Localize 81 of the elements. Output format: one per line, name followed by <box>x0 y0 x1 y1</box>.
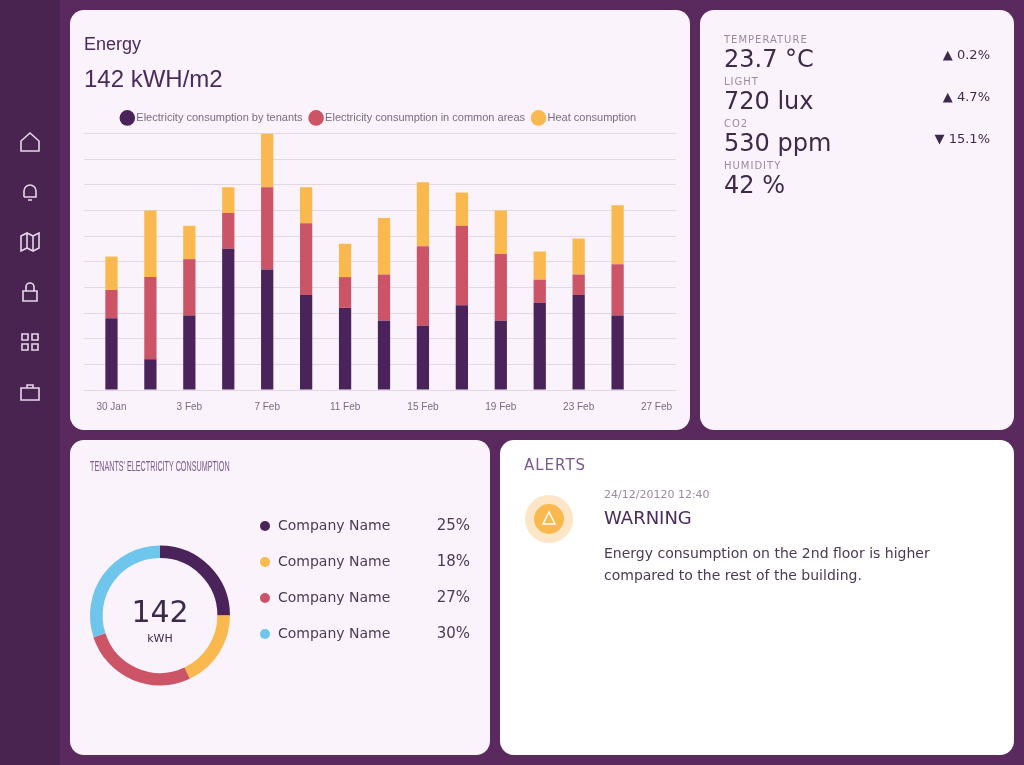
text: 530 ppm <box>724 129 832 157</box>
bar <box>377 274 391 321</box>
legend-label: Electricity consumption by tenants <box>136 110 304 123</box>
bar <box>416 246 430 326</box>
chart-subtitle: 142 kWH/m2 <box>84 64 223 92</box>
bar <box>377 320 391 390</box>
text: HUMIDITY <box>724 160 783 171</box>
text: 24/12/20120 12:40 <box>604 488 711 501</box>
bar <box>338 277 352 308</box>
bar <box>572 274 585 296</box>
bar <box>416 325 430 390</box>
bar <box>377 218 391 275</box>
bar <box>494 254 507 321</box>
x-tick-label: 27 Feb <box>640 400 673 412</box>
x-tick-label: 23 Feb <box>563 400 595 412</box>
bar <box>183 259 196 316</box>
text: ▲ 4.7% <box>942 89 990 104</box>
legend-label: Heat consumption <box>547 110 637 123</box>
bar <box>494 210 507 254</box>
chart-title: TENANTS' ELECTRICITY CONSUMPTION <box>90 457 230 474</box>
bar <box>105 318 118 390</box>
text: 42 % <box>724 171 786 199</box>
bar <box>455 305 468 390</box>
bar <box>222 212 235 249</box>
bar <box>611 264 624 316</box>
text: CO2 <box>724 118 750 129</box>
bar <box>611 205 624 265</box>
bar <box>338 243 352 278</box>
text: 142 <box>131 593 189 629</box>
legend-label: Company Name <box>278 553 391 569</box>
data-label: 18% <box>436 552 470 570</box>
text: 23.7 °C <box>724 45 814 73</box>
text: WARNING <box>604 507 693 528</box>
bar <box>338 307 352 390</box>
legend-label: Company Name <box>278 625 391 641</box>
text: LIGHT <box>724 76 760 87</box>
bar <box>416 182 430 247</box>
text: TEMPERATURE <box>724 34 809 45</box>
text: Energy consumption on the 2nd floor is higher compared to the rest of the building. <box>604 544 931 585</box>
bar <box>144 359 157 390</box>
text: ALERTS <box>524 456 588 474</box>
legend-label: Electricity consumption in common areas <box>325 110 526 123</box>
bar <box>105 256 118 290</box>
bar <box>494 320 507 390</box>
bar <box>533 302 546 390</box>
bar <box>300 223 313 296</box>
bar <box>261 133 274 188</box>
text: ▼ 15.1% <box>934 131 990 146</box>
bar <box>183 225 196 260</box>
x-tick-label: 30 Jan <box>96 400 127 412</box>
bar <box>455 192 468 226</box>
data-label: 25% <box>436 516 470 534</box>
data-label: 30% <box>436 624 470 642</box>
x-tick-label: 15 Feb <box>407 400 439 412</box>
bar <box>572 295 585 390</box>
chart-title: Energy <box>84 33 142 54</box>
bar <box>300 295 313 390</box>
data-label: 27% <box>436 588 470 606</box>
text: 720 lux <box>724 87 814 115</box>
bar <box>144 210 157 278</box>
bar <box>533 279 546 303</box>
x-tick-label: 3 Feb <box>176 400 203 412</box>
bar <box>222 248 235 390</box>
bar <box>261 187 274 270</box>
x-tick-label: 11 Feb <box>329 400 361 412</box>
legend-label: Company Name <box>278 517 391 533</box>
bar <box>300 187 313 224</box>
text: ▲ 0.2% <box>942 47 990 62</box>
bar <box>261 269 274 390</box>
text: kWH <box>147 631 173 645</box>
bar <box>455 225 468 306</box>
legend-label: Company Name <box>278 589 391 605</box>
bar <box>222 187 235 213</box>
x-tick-label: 19 Feb <box>485 400 517 412</box>
x-tick-label: 7 Feb <box>254 400 281 412</box>
bar <box>611 315 624 390</box>
bar <box>533 251 546 280</box>
bar <box>105 289 118 319</box>
bar <box>183 315 196 390</box>
bar <box>572 238 585 275</box>
bar <box>144 277 157 360</box>
